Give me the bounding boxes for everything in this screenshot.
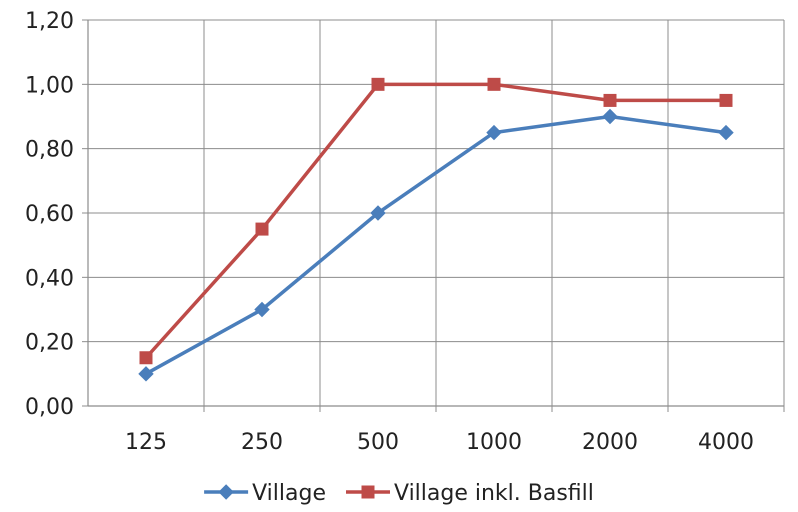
y-tick-label: 0,20: [25, 331, 74, 356]
data-point: [718, 124, 734, 141]
x-tick-label: 500: [357, 430, 399, 455]
data-point: [255, 222, 269, 236]
legend-marker: [218, 484, 234, 500]
legend: Village Village inkl. Basfill: [204, 481, 594, 506]
data-point: [370, 205, 386, 221]
x-tick-label: 2000: [582, 430, 638, 455]
series-group: [138, 77, 734, 382]
series-line: [144, 82, 728, 360]
y-tick-label: 0,80: [25, 138, 74, 163]
x-tick-label: 250: [241, 430, 283, 455]
grid: [87, 19, 785, 412]
series-line: [144, 114, 728, 376]
y-tick-label: 0,40: [25, 266, 74, 291]
axes: 0,00 0,20 0,40 0,60 0,80 1,00 1,20 125 250 500 100…: [25, 9, 784, 455]
legend-label: Village: [252, 481, 326, 506]
data-point: [603, 93, 617, 107]
y-tick-label: 1,00: [25, 73, 74, 98]
y-tick-label: 1,20: [25, 9, 74, 34]
data-point: [602, 108, 618, 125]
data-point: [487, 77, 501, 91]
series-0: [138, 108, 734, 382]
y-tick-label: 0,00: [25, 395, 74, 420]
data-point: [719, 93, 733, 107]
series-1: [139, 77, 733, 365]
data-point: [371, 77, 385, 91]
data-point: [254, 301, 270, 318]
data-point: [138, 366, 154, 382]
x-tick-label: 4000: [698, 430, 754, 455]
legend-label: Village inkl. Basfill: [394, 481, 594, 506]
legend-entry: Village: [204, 481, 326, 506]
legend-entry: Village inkl. Basfill: [346, 481, 594, 506]
data-point: [486, 124, 502, 141]
x-tick-label: 1000: [466, 430, 522, 455]
y-tick-label: 0,60: [25, 202, 74, 227]
data-point: [139, 351, 153, 365]
legend-marker: [361, 485, 375, 499]
x-tick-label: 125: [125, 430, 167, 455]
